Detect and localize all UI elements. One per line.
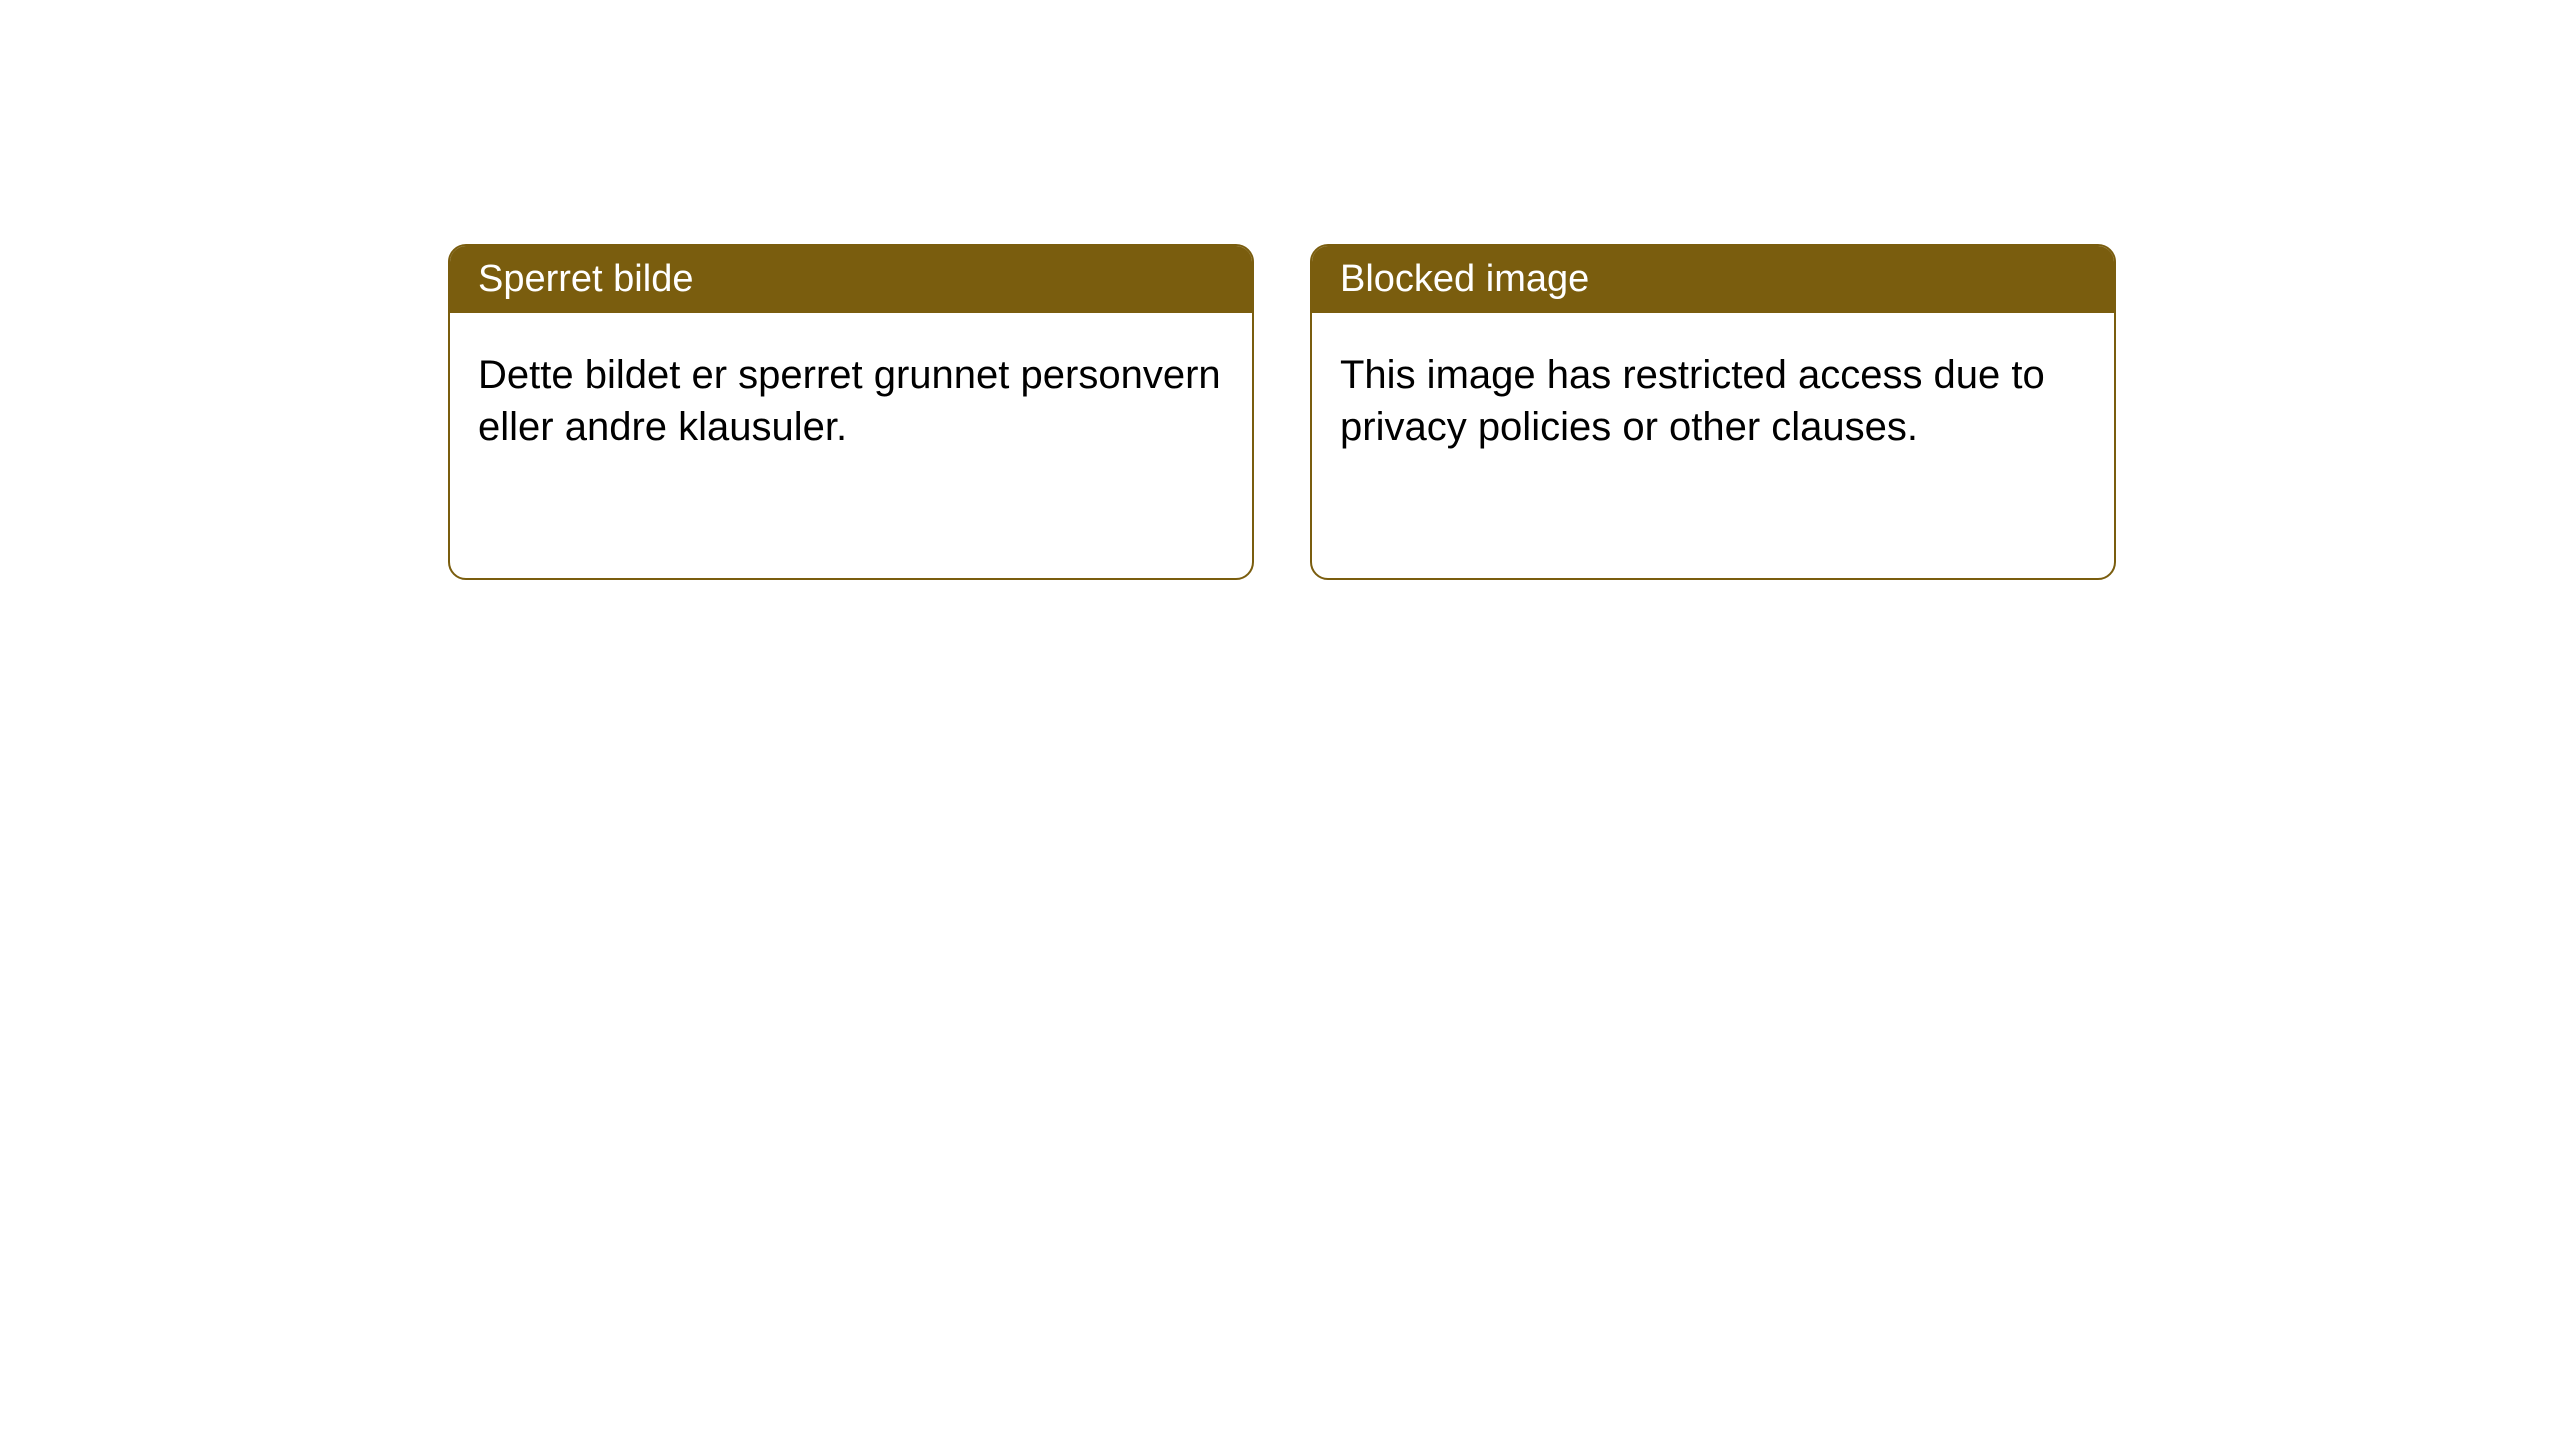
card-body-en: This image has restricted access due to … xyxy=(1312,313,2114,489)
card-body-no: Dette bildet er sperret grunnet personve… xyxy=(450,313,1252,489)
card-header-no: Sperret bilde xyxy=(450,246,1252,313)
notice-container: Sperret bilde Dette bildet er sperret gr… xyxy=(448,244,2116,580)
card-header-en: Blocked image xyxy=(1312,246,2114,313)
blocked-image-card-no: Sperret bilde Dette bildet er sperret gr… xyxy=(448,244,1254,580)
blocked-image-card-en: Blocked image This image has restricted … xyxy=(1310,244,2116,580)
